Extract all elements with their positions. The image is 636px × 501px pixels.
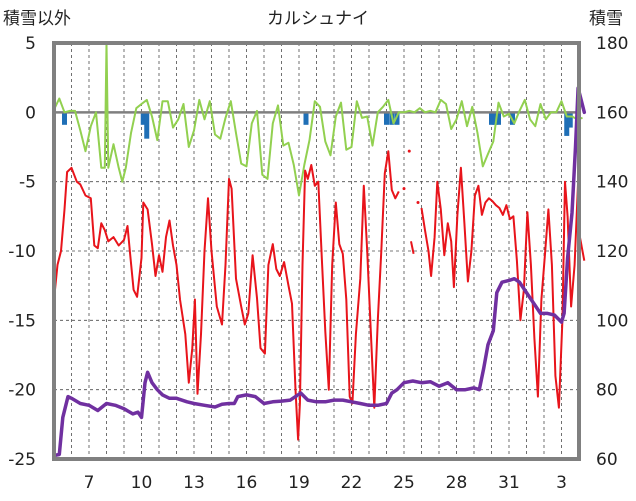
right-axis-tick-label: 120 [596, 242, 628, 262]
left-axis-tick-label: 0 [25, 103, 36, 123]
temperature-point [402, 187, 406, 191]
precipitation-bar [303, 112, 309, 125]
temperature-point [416, 200, 420, 204]
left-axis-tick-label: -5 [19, 173, 36, 193]
chart-title: カルシュナイ [267, 9, 369, 29]
x-axis-tick-label: 13 [183, 473, 205, 493]
right-axis-tick-label: 160 [596, 103, 628, 123]
right-axis-tick-label: 140 [596, 173, 628, 193]
precipitation-bar [567, 112, 573, 128]
left-axis-tick-label: 5 [25, 34, 36, 54]
precipitation-bar [489, 112, 494, 125]
temp-change-line [53, 42, 583, 197]
x-axis-tick-label: 10 [131, 473, 153, 493]
x-axis-tick-label: 7 [84, 473, 95, 493]
x-axis-tick-label: 3 [556, 473, 567, 493]
tick-labels: 5 0 -5 -10 -15 -20 -25 180 160 140 120 100 80 60 7 10 13… [8, 34, 628, 493]
precipitation-bar [564, 112, 570, 136]
left-axis-tick-label: -20 [8, 381, 36, 401]
snow-depth-line [52, 86, 587, 458]
right-axis-tick-label: 80 [596, 381, 618, 401]
x-axis-tick-label: 31 [498, 473, 520, 493]
temperature-line [53, 150, 400, 441]
precipitation-bar [394, 112, 400, 125]
x-axis-tick-label: 22 [341, 473, 363, 493]
temperature-line-segment [420, 166, 580, 409]
x-axis-tick-label: 28 [446, 473, 468, 493]
left-axis-tick-label: -10 [8, 242, 36, 262]
right-axis-tick-label: 100 [596, 311, 628, 331]
x-axis-tick-label: 19 [288, 473, 310, 493]
precipitation-bar [492, 112, 498, 125]
precipitation-bar [140, 112, 146, 125]
left-axis-tick-label: -15 [8, 311, 36, 331]
left-axis-title: 積雪以外 [3, 9, 71, 29]
temperature-point [407, 149, 411, 153]
right-axis-title: 積雪 [589, 9, 623, 29]
series-lines [52, 42, 587, 458]
right-axis-tick-label: 60 [596, 450, 618, 470]
precipitation-bar [496, 112, 501, 125]
left-axis-tick-label: -25 [8, 450, 36, 470]
precipitation-bar [144, 112, 150, 139]
precipitation-bar [62, 112, 67, 125]
plot-border [52, 41, 581, 461]
temperature-line-segment [410, 241, 415, 255]
x-axis-tick-label: 16 [236, 473, 258, 493]
right-axis-tick-label: 180 [596, 34, 628, 54]
precipitation-bar [384, 112, 389, 125]
x-axis-tick-label: 25 [393, 473, 415, 493]
plot-frame [52, 41, 581, 461]
